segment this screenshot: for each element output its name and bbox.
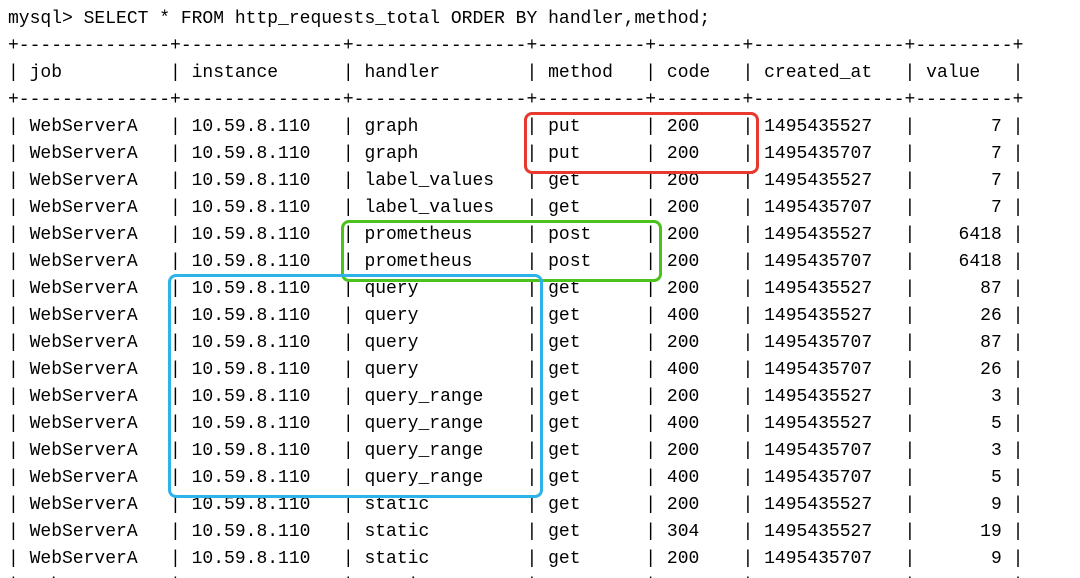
- red-box: [524, 112, 759, 174]
- terminal-output: mysql> SELECT * FROM http_requests_total…: [0, 0, 1080, 578]
- green-box: [341, 220, 662, 282]
- blue-box: [168, 274, 543, 498]
